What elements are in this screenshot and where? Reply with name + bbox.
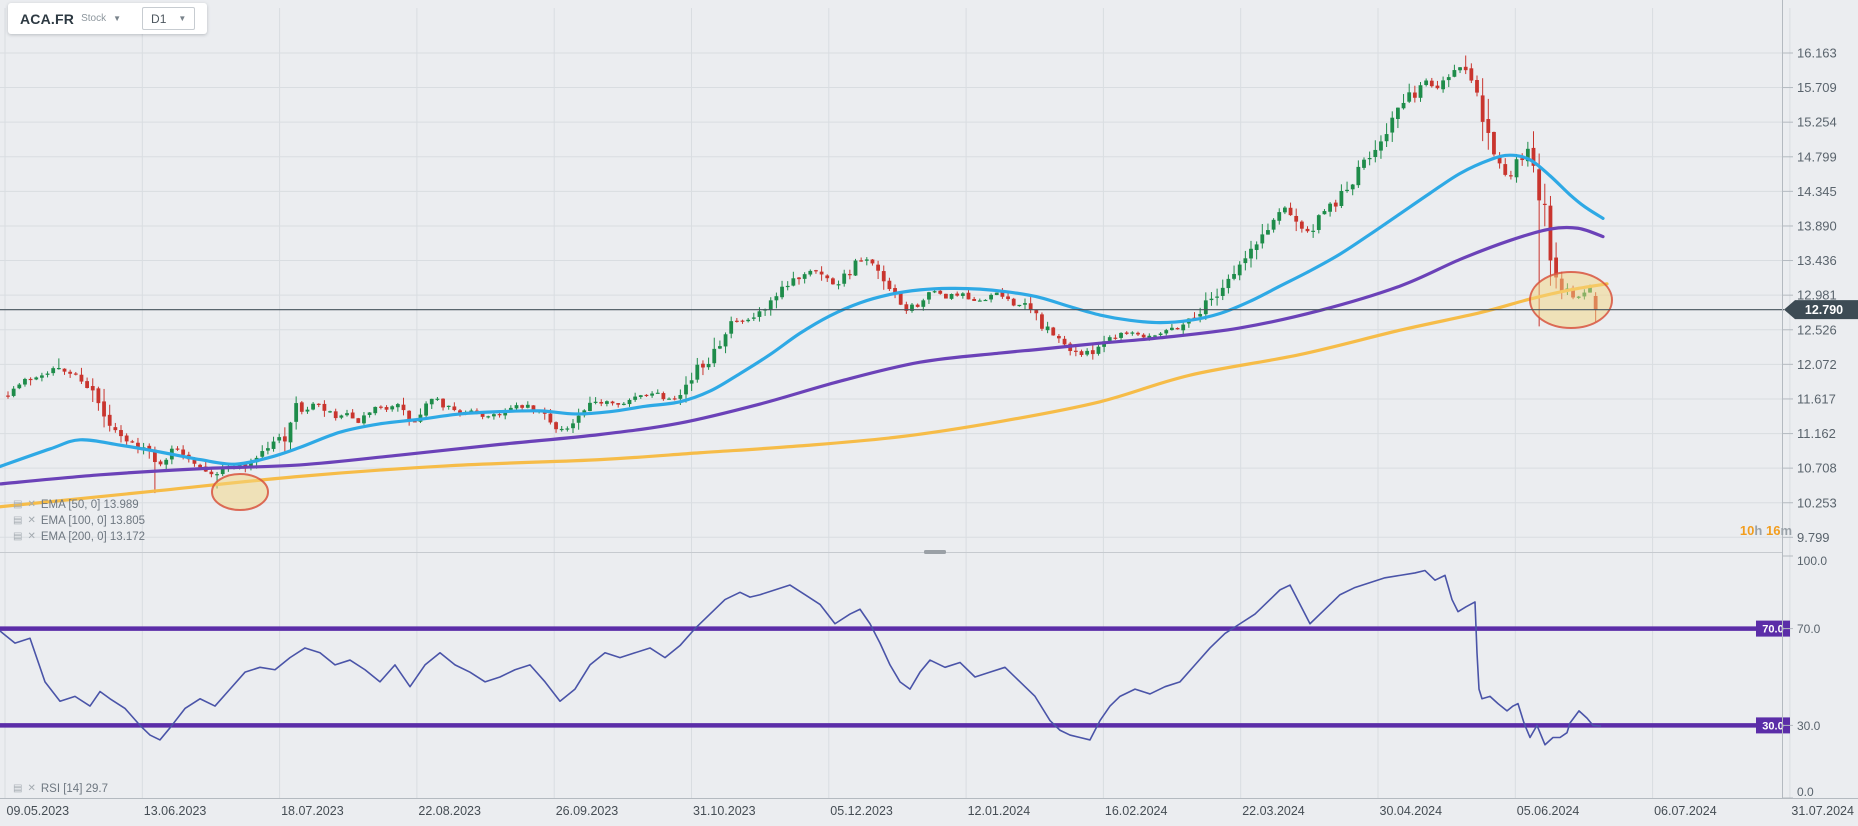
price-tick-label: 12.526 xyxy=(1797,322,1837,337)
ema100-legend-label: EMA [100, 0] xyxy=(40,515,107,527)
rsi-tick-label: 30.0 xyxy=(1797,719,1821,733)
timeframe-dropdown[interactable]: D1 ▼ xyxy=(142,7,196,30)
date-tick-label: 30.04.2024 xyxy=(1380,804,1443,818)
rsi-tick-label: 0.0 xyxy=(1797,785,1814,799)
indicator-remove-icon[interactable]: ✕ xyxy=(27,499,36,510)
date-tick-label: 09.05.2023 xyxy=(7,804,70,818)
ema100-legend-row: ▤ ✕ EMA [100, 0] 13.805 xyxy=(13,513,145,529)
grid-lines xyxy=(0,8,1791,798)
price-tick-label: 12.072 xyxy=(1797,357,1837,372)
ema50-line[interactable] xyxy=(0,153,1605,469)
date-tick-label: 22.08.2023 xyxy=(418,804,481,818)
price-tick-label: 14.799 xyxy=(1797,149,1837,164)
ema50-legend-row: ▤ ✕ EMA [50, 0] 13.989 xyxy=(13,497,139,513)
symbol-selector-card: ACA.FR Stock ▼ D1 ▼ xyxy=(8,3,208,34)
rsi-level-badge xyxy=(1756,717,1790,734)
price-tick-label: 14.345 xyxy=(1797,184,1837,199)
indicator-settings-icon[interactable]: ▤ xyxy=(13,531,23,542)
countdown-minutes: 16 xyxy=(1765,523,1781,538)
rsi-tick-label: 100.0 xyxy=(1797,554,1827,568)
symbol-name[interactable]: ACA.FR xyxy=(20,10,75,27)
candle-countdown: 10h 16m xyxy=(1740,523,1792,538)
ema50-legend-value: 13.989 xyxy=(103,499,139,511)
price-axis[interactable]: 16.163 15.709 15.254 14.799 14.345 13.890 13.4… xyxy=(1782,0,1837,799)
indicator-remove-icon[interactable]: ✕ xyxy=(27,783,36,794)
ema200-legend-row: ▤ ✕ EMA [200, 0] 13.172 xyxy=(13,529,145,545)
price-tick-label: 13.436 xyxy=(1797,253,1837,268)
date-tick-label: 13.06.2023 xyxy=(144,804,207,818)
date-tick-label: 16.02.2024 xyxy=(1105,804,1168,818)
indicator-remove-icon[interactable]: ✕ xyxy=(27,531,36,542)
ema200-line[interactable] xyxy=(0,282,1609,509)
ema50-legend-label: EMA [50, 0] xyxy=(40,499,101,511)
current-price-value: 12.790 xyxy=(1805,303,1843,317)
date-tick-label: 31.07.2024 xyxy=(1791,804,1854,818)
rsi-line[interactable] xyxy=(0,569,1602,746)
annotation-ellipse[interactable] xyxy=(1529,271,1613,329)
instrument-type-label: Stock xyxy=(81,13,107,24)
countdown-minutes-unit: m xyxy=(1780,523,1792,538)
time-axis[interactable]: 09.05.2023 13.06.2023 18.07.2023 22.08.2023… xyxy=(0,798,1858,819)
rsi-level-badge-value: 30.0 xyxy=(1762,720,1783,732)
date-tick-label: 05.06.2024 xyxy=(1517,804,1580,818)
rsi-legend-value: 29.7 xyxy=(85,783,108,795)
price-tick-label: 11.162 xyxy=(1797,426,1836,441)
current-price-badge xyxy=(1784,300,1858,320)
countdown-hours-unit: h xyxy=(1754,523,1763,538)
timeframe-caret-icon: ▼ xyxy=(178,13,187,23)
ema100-legend-value: 13.805 xyxy=(109,515,146,527)
annotation-ellipse[interactable] xyxy=(211,473,269,511)
indicator-remove-icon[interactable]: ✕ xyxy=(27,515,36,526)
price-tick-label: 10.708 xyxy=(1797,461,1837,476)
price-tick-label: 15.709 xyxy=(1797,80,1837,95)
ema200-legend-value: 13.172 xyxy=(109,531,146,543)
price-tick-label: 16.163 xyxy=(1797,46,1837,61)
rsi-legend-row: ▤ ✕ RSI [14] 29.7 xyxy=(13,781,108,797)
price-tick-label: 10.253 xyxy=(1797,495,1837,510)
price-tick-label: 11.617 xyxy=(1797,391,1836,406)
date-tick-label: 31.10.2023 xyxy=(693,804,756,818)
date-tick-label: 12.01.2024 xyxy=(968,804,1031,818)
date-tick-label: 06.07.2024 xyxy=(1654,804,1717,818)
pane-divider-handle[interactable] xyxy=(924,550,946,554)
date-tick-label: 05.12.2023 xyxy=(830,804,893,818)
indicator-settings-icon[interactable]: ▤ xyxy=(13,499,23,510)
ema100-line[interactable] xyxy=(0,225,1605,486)
date-tick-label: 18.07.2023 xyxy=(281,804,344,818)
rsi-tick-label: 70.0 xyxy=(1797,622,1821,636)
indicator-settings-icon[interactable]: ▤ xyxy=(13,783,23,794)
symbol-dropdown-caret-icon[interactable]: ▼ xyxy=(113,13,122,23)
price-tick-label: 12.981 xyxy=(1797,288,1837,303)
price-tick-label: 9.799 xyxy=(1797,530,1830,545)
ema200-legend-label: EMA [200, 0] xyxy=(40,531,107,543)
rsi-level-badge xyxy=(1756,620,1790,637)
rsi-legend-label: RSI [14] xyxy=(40,783,83,795)
price-tick-label: 13.890 xyxy=(1797,218,1837,233)
date-tick-label: 26.09.2023 xyxy=(556,804,619,818)
indicator-settings-icon[interactable]: ▤ xyxy=(13,515,23,526)
countdown-hours: 10 xyxy=(1739,523,1755,538)
timeframe-value: D1 xyxy=(151,11,167,26)
price-tick-label: 15.254 xyxy=(1797,115,1837,130)
rsi-level-badge-value: 70.0 xyxy=(1762,624,1783,636)
date-tick-label: 22.03.2024 xyxy=(1242,804,1305,818)
